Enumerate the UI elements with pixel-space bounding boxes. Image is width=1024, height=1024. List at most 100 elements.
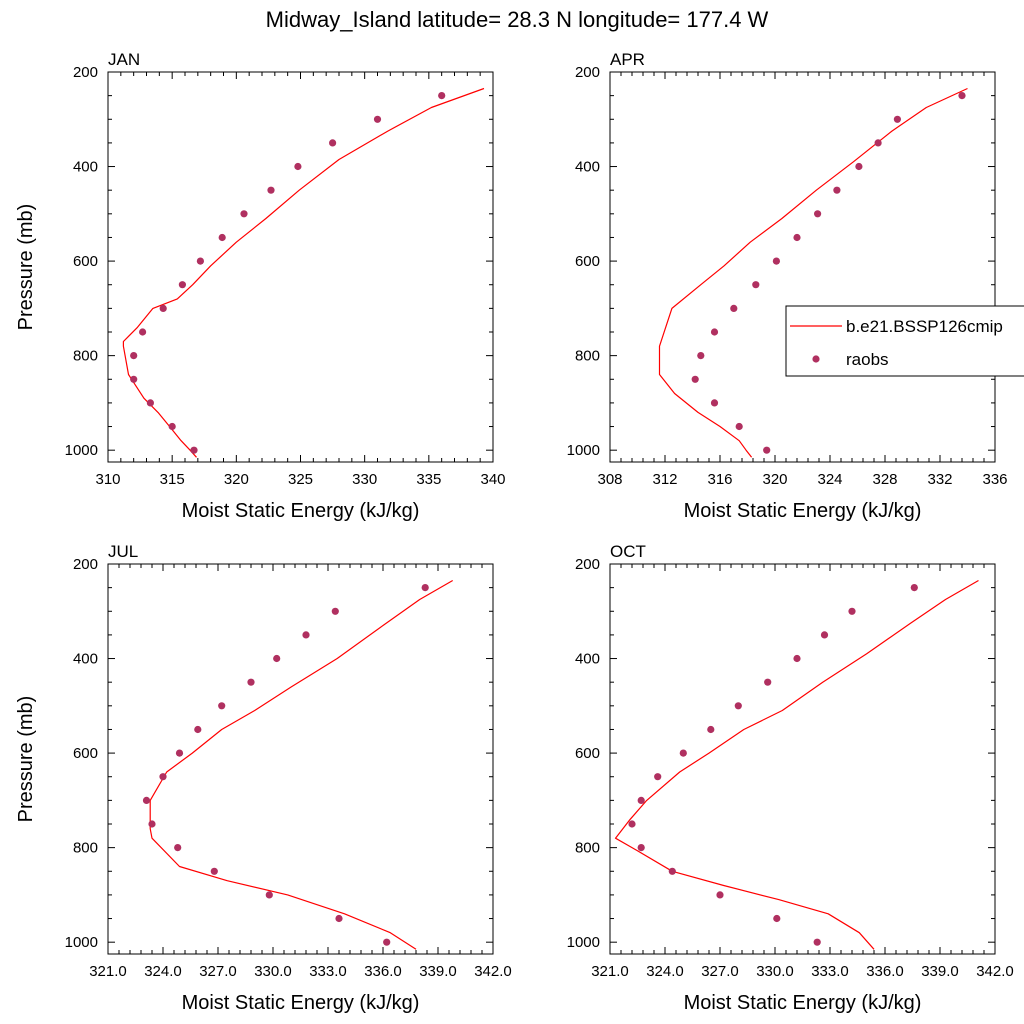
model-profile-line [614,579,979,950]
panel-label: OCT [610,542,646,561]
x-tick-label: 310 [95,471,120,488]
x-tick-label: 327.0 [701,963,739,980]
raobs-point [710,328,719,336]
raobs-point [637,844,645,852]
raobs-point [814,210,822,218]
raobs-point [730,304,738,312]
raobs-point [196,257,204,265]
legend: b.e21.BSSP126cmip raobs [785,305,1024,377]
raobs-point [159,773,167,781]
y-axis-title: Pressure (mb) [15,204,37,331]
x-tick-label: 333.0 [309,963,347,980]
panels: 310 315 320 325 330 335 340 200 400 600 800 1000 JAN… [15,50,1014,1014]
raobs-point [773,914,781,923]
raobs-point [294,162,302,171]
raobs-point [734,702,742,710]
raobs-point [421,584,429,592]
raobs-point [329,139,337,147]
x-tick-label: 316 [707,471,732,488]
panel-oct: 321.0 324.0 327.0 330.0 333.0 336.0 339.0 342.0… [567,542,1014,1014]
raobs-point [752,281,760,289]
raobs-point [710,399,719,407]
panel-jul: 321.0 324.0 327.0 330.0 333.0 336.0 339.0 342.0… [15,542,512,1014]
raobs-point [874,139,882,147]
raobs-point [637,796,645,805]
x-tick-label: 321.0 [89,963,127,980]
raobs-point [438,92,446,100]
legend-model-label: b.e21.BSSP126cmip [846,317,1003,336]
raobs-point [168,422,176,431]
y-tick-label: 200 [73,64,98,81]
y-tick-label: 1000 [567,442,600,459]
y-tick-label: 400 [73,159,98,176]
raobs-point [958,92,966,100]
raobs-point [142,796,151,805]
x-tick-label: 330.0 [254,963,292,980]
raobs-point [265,891,273,899]
raobs-point [772,257,781,265]
y-tick-label: 1000 [65,934,98,951]
x-tick-label: 330 [352,471,377,488]
x-tick-label: 339.0 [921,963,959,980]
model-profile-line [149,579,453,950]
x-tick-label: 332 [927,471,952,488]
x-axis-title: Moist Static Energy (kJ/kg) [684,500,922,522]
raobs-point [707,725,715,734]
raobs-point [893,115,902,123]
y-tick-label: 600 [575,253,600,270]
raobs-point [218,233,226,242]
x-tick-label: 325 [288,471,313,488]
x-tick-label: 308 [597,471,622,488]
y-tick-label: 800 [575,840,600,857]
x-axis-title: Moist Static Energy (kJ/kg) [684,992,922,1014]
raobs-point [335,914,343,923]
x-tick-label: 340 [480,471,505,488]
raobs-point [273,654,281,663]
x-tick-label: 324.0 [646,963,684,980]
x-tick-label: 320 [762,471,787,488]
x-tick-label: 342.0 [976,963,1014,980]
raobs-point [218,702,226,710]
raobs-point [833,186,841,194]
raobs-point [148,820,156,828]
model-profile-line [122,87,485,458]
raobs-point [793,654,801,663]
x-tick-label: 320 [224,471,249,488]
x-tick-label: 328 [872,471,897,488]
raobs-point [764,678,772,686]
x-tick-label: 324.0 [144,963,182,980]
raobs-point [331,607,339,615]
y-tick-label: 600 [73,745,98,762]
x-axis-title: Moist Static Energy (kJ/kg) [182,992,420,1014]
panel-label: JUL [108,542,138,561]
model-profile-line [658,87,968,458]
plot-frame [107,71,494,463]
raobs-point [175,749,184,757]
raobs-point [691,375,699,383]
raobs-point [383,938,391,946]
legend-obs-label: raobs [846,350,889,369]
raobs-point [373,115,382,123]
y-tick-label: 400 [575,651,600,668]
raobs-point [820,631,829,639]
x-axis-title: Moist Static Energy (kJ/kg) [182,500,420,522]
x-tick-label: 336 [982,471,1007,488]
raobs-point [247,678,255,686]
raobs-point [194,725,202,734]
y-tick-label: 200 [575,64,600,81]
legend-box [785,305,1024,377]
raobs-point [146,399,154,407]
x-tick-label: 333.0 [811,963,849,980]
plot-frame [107,563,494,955]
legend-marker-swatch [812,355,820,363]
raobs-point [793,233,801,242]
raobs-point [668,867,676,875]
y-tick-label: 1000 [567,934,600,951]
panel-label: JAN [108,50,140,69]
raobs-point [679,749,687,757]
x-tick-label: 336.0 [866,963,904,980]
y-tick-label: 800 [73,348,98,365]
raobs-point [813,938,821,946]
x-tick-label: 324 [817,471,842,488]
x-tick-label: 342.0 [474,963,512,980]
